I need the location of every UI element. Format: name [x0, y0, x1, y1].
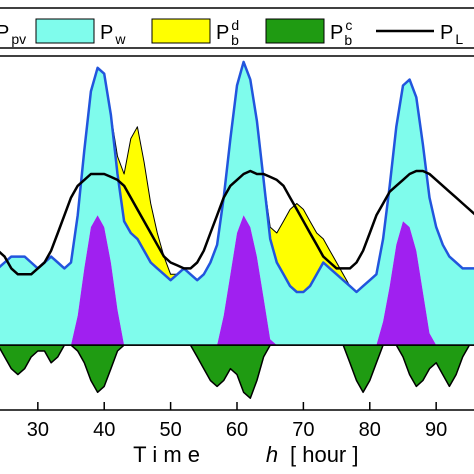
- series-charge-area: [0, 344, 474, 399]
- x-axis: 30 40 50 60 70 80 90: [27, 402, 447, 441]
- x-tick-label: 80: [359, 419, 381, 441]
- series-wind-area: [0, 61, 474, 346]
- x-axis-label-variable: h: [266, 442, 278, 467]
- series-wind-top-outline: [0, 60, 474, 294]
- x-tick-label: 30: [27, 419, 49, 441]
- legend-swatch: [265, 18, 325, 44]
- x-tick-label: 50: [159, 419, 181, 441]
- x-tick-label: 70: [292, 419, 314, 441]
- x-axis-label-unit: [ hour ]: [290, 442, 358, 467]
- series-pv-area: [0, 215, 474, 346]
- legend-swatch: [151, 18, 211, 44]
- x-axis-label: T i m e h [ hour ]: [133, 442, 358, 467]
- series-load-line: [0, 169, 474, 276]
- x-axis-label-prefix: T i m e: [133, 442, 200, 467]
- plot-area: [0, 60, 474, 399]
- x-tick-label: 60: [226, 419, 248, 441]
- x-tick-label: 90: [425, 419, 447, 441]
- legend-swatch: [35, 18, 95, 44]
- x-tick-label: 40: [93, 419, 115, 441]
